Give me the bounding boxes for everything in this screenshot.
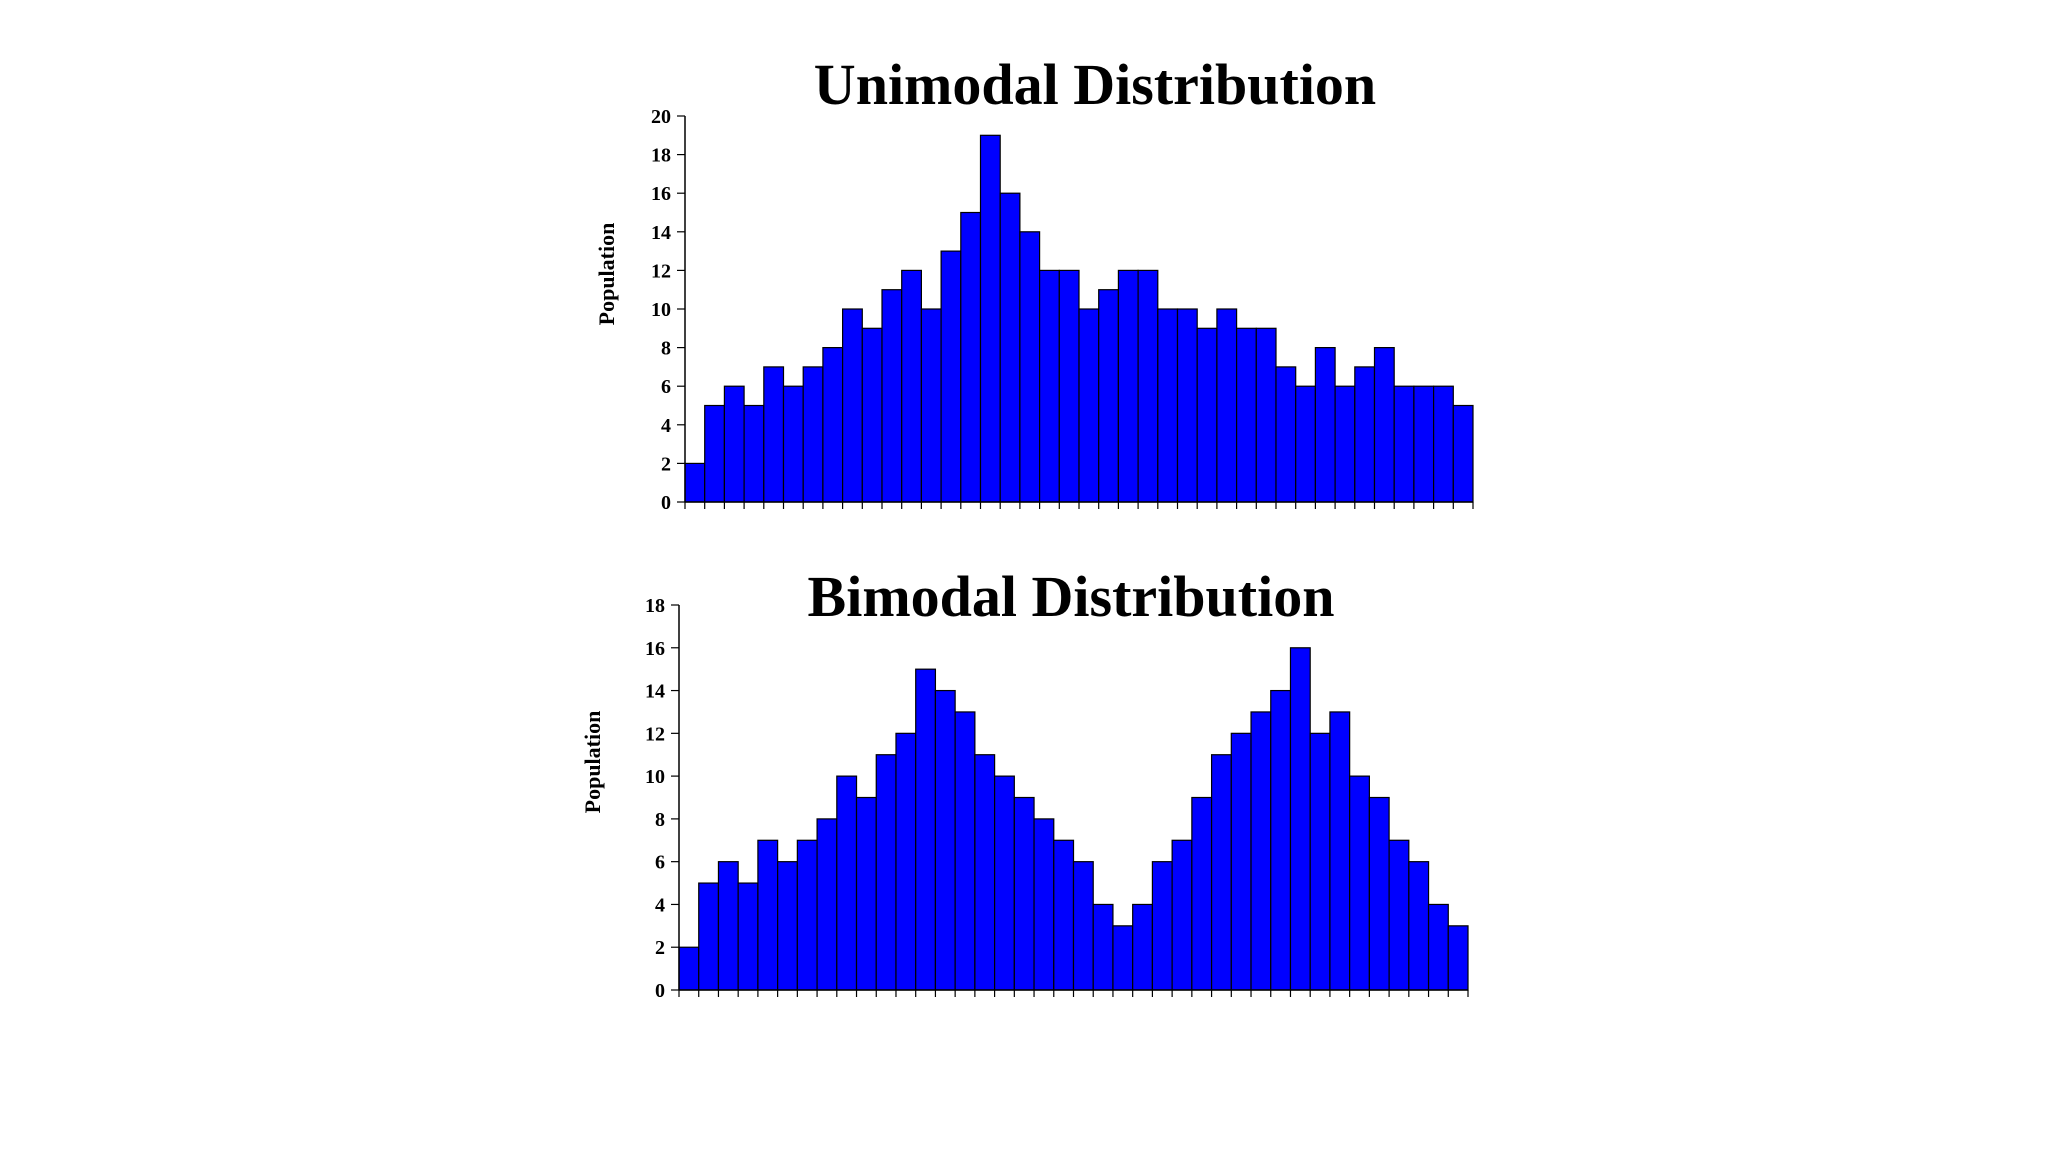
y-tick-label: 18 [645, 595, 665, 617]
y-tick-label: 14 [651, 222, 671, 244]
y-tick-label: 20 [651, 106, 671, 128]
histogram-bar [934, 689, 956, 991]
y-tick-label: 8 [661, 338, 671, 360]
bimodal-chart-title: Bimodal Distribution [807, 564, 1335, 629]
y-tick-label: 10 [651, 299, 671, 321]
histogram-bar [855, 796, 877, 991]
y-tick-label: 12 [645, 723, 665, 745]
histogram-bar [717, 861, 739, 991]
y-tick-label: 12 [651, 260, 671, 282]
y-tick-label: 6 [661, 376, 671, 398]
histogram-bar [678, 946, 700, 991]
histogram-bar [1092, 903, 1114, 991]
histogram-bar [875, 754, 897, 991]
histogram-bar [1408, 861, 1430, 991]
histogram-bar [1289, 647, 1311, 991]
histogram-bar [698, 882, 720, 991]
y-tick-label: 16 [645, 638, 665, 660]
y-tick-label: 16 [651, 183, 671, 205]
unimodal-chart-title: Unimodal Distribution [813, 52, 1377, 117]
histogram-bar [1349, 775, 1370, 991]
histogram-bar [1447, 925, 1469, 991]
y-axis-label: Population [594, 223, 619, 326]
histogram-bar [757, 839, 779, 991]
histogram-bar [1427, 903, 1449, 991]
y-tick-label: 4 [661, 415, 671, 437]
y-tick-label: 0 [661, 492, 671, 514]
histogram-bar [1112, 925, 1134, 991]
histogram-bar [1132, 903, 1154, 991]
histogram-bar [1171, 839, 1193, 991]
histogram-bar [1072, 861, 1094, 991]
histogram-bar [1013, 796, 1035, 991]
histogram-bar [816, 818, 838, 991]
histogram-bar [993, 775, 1015, 991]
histogram-bar [836, 775, 858, 991]
histogram-bar [1309, 732, 1331, 991]
y-tick-label: 8 [655, 809, 665, 831]
histogram-bar [1230, 732, 1252, 991]
histogram-bar [737, 882, 759, 991]
histogram-bar [1368, 796, 1390, 991]
y-tick-label: 2 [661, 453, 671, 475]
histogram-bar [777, 861, 798, 991]
y-tick-label: 0 [655, 980, 665, 1002]
y-tick-label: 14 [645, 681, 665, 703]
histogram-bar [1191, 796, 1213, 991]
histogram-bar [1270, 689, 1292, 991]
y-tick-label: 6 [655, 852, 665, 874]
histogram-bar [954, 711, 976, 991]
histogram-bar [915, 668, 937, 991]
y-tick-label: 2 [655, 937, 665, 959]
histogram-bar [895, 732, 917, 991]
histogram-bar [1151, 861, 1173, 991]
histogram-bar [1210, 754, 1232, 991]
histogram-bar [1250, 711, 1272, 991]
histogram-bar [1053, 839, 1075, 991]
y-axis-label: Population [580, 711, 605, 814]
histogram-bar [1329, 711, 1351, 991]
histogram-bar [796, 839, 818, 991]
y-tick-label: 18 [651, 145, 671, 167]
y-tick-label: 4 [655, 894, 665, 916]
histogram-bar [1388, 839, 1410, 991]
histogram-bar [1033, 818, 1055, 991]
y-tick-label: 10 [645, 766, 665, 788]
histogram-bar [974, 754, 996, 991]
